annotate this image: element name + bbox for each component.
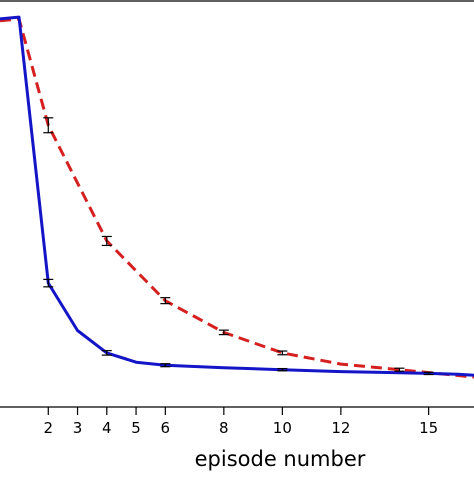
error-bar [218, 329, 229, 336]
error-bar [394, 367, 405, 372]
error-bar [160, 297, 171, 305]
series-line-2 [0, 15, 474, 377]
x-tick-label: 6 [161, 419, 171, 437]
error-bar [423, 371, 434, 376]
error-bar [160, 363, 171, 368]
x-axis-ticks: 2 3 4 5 6 8 10 12 15 [44, 407, 438, 437]
x-tick-label: 12 [331, 419, 350, 437]
error-bar [43, 278, 54, 288]
error-bar-layer [43, 117, 434, 376]
error-bar [101, 235, 112, 247]
x-tick-label: 8 [219, 419, 229, 437]
error-bar [277, 350, 288, 356]
x-tick-label: 15 [419, 419, 438, 437]
x-tick-label: 2 [44, 419, 54, 437]
x-axis-label: episode number [195, 447, 366, 471]
x-tick-label: 10 [273, 419, 292, 437]
error-bar [277, 367, 288, 372]
x-tick-label: 5 [131, 419, 141, 437]
x-tick-label: 3 [73, 419, 83, 437]
x-tick-label: 4 [102, 419, 112, 437]
series-layer [0, 15, 474, 379]
error-bar [101, 350, 112, 356]
error-bar [43, 117, 54, 134]
series-line-1 [0, 17, 474, 379]
